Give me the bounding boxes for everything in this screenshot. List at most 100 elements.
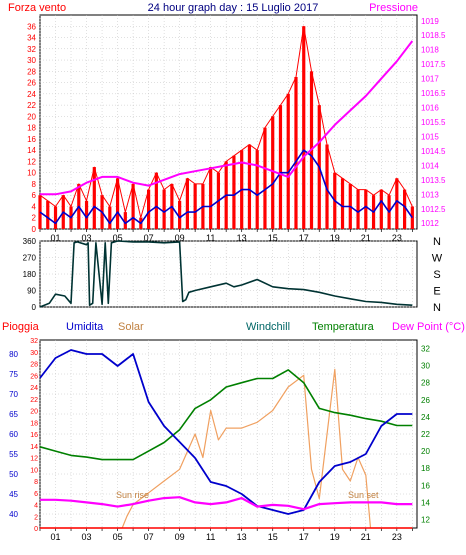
annotation-sunrise: Sun rise (116, 490, 149, 500)
rain-y-tick-label: 14 (30, 444, 38, 451)
pressure-y-tick-label: 1015.5 (421, 118, 446, 127)
pressure-label: Pressione (369, 2, 418, 14)
wind-panel-series (38, 25, 414, 229)
humidity-y-tick-label: 70 (9, 390, 18, 399)
pressure-y-tick-label: 1012.5 (421, 205, 446, 214)
wind-y-tick-label: 10 (27, 169, 36, 178)
wind-y-tick-label: 36 (27, 22, 36, 31)
solar-line (40, 368, 413, 529)
legend-windchill: Windchill (246, 321, 290, 333)
x-tick-label: 23 (392, 532, 402, 542)
rain-y-tick-label: 10 (30, 467, 38, 474)
direction-y-tick-label: 270 (23, 254, 37, 263)
pressure-y-tick-label: 1013 (421, 190, 439, 199)
pressure-y-tick-label: 1018 (421, 46, 439, 55)
humidity-y-tick-label: 60 (9, 430, 18, 439)
x-tick-label: 15 (268, 233, 278, 243)
wind-y-tick-label: 28 (27, 67, 36, 76)
temp-y-tick-label: 20 (421, 447, 430, 456)
rain-y-tick-label: 26 (30, 373, 38, 380)
compass-label: E (433, 286, 440, 298)
pressure-y-tick-label: 1019 (421, 17, 439, 26)
x-tick-label: 23 (392, 233, 402, 243)
wind-y-tick-label: 20 (27, 112, 36, 121)
wind-max-line (39, 25, 413, 219)
wind-y-tick-label: 6 (32, 191, 37, 200)
compass-label: S (433, 269, 440, 281)
wind-y-tick-label: 24 (27, 90, 36, 99)
x-tick-label: 11 (206, 532, 215, 542)
x-tick-label: 21 (361, 532, 371, 542)
humidity-y-tick-label: 75 (9, 370, 18, 379)
direction-line (39, 240, 413, 308)
x-tick-label: 13 (237, 233, 247, 243)
rain-y-tick-label: 18 (30, 420, 38, 427)
humidity-y-tick-label: 45 (9, 490, 18, 499)
pressure-y-tick-label: 1014.5 (421, 147, 446, 156)
pressure-y-tick-label: 1014 (421, 161, 439, 170)
direction-y-tick-label: 180 (23, 270, 37, 279)
annotation-sunset: Sun set (348, 490, 379, 500)
rain-y-tick-label: 12 (30, 456, 38, 463)
x-tick-label: 21 (361, 233, 371, 243)
temp-y-tick-label: 14 (421, 498, 430, 507)
legend-solar: Solar (118, 321, 144, 333)
x-tick-label: 01 (51, 233, 61, 243)
temp-y-tick-label: 32 (421, 345, 430, 354)
wind-force-label: Forza vento (8, 2, 66, 14)
rain-y-tick-label: 2 (34, 514, 38, 521)
temp-y-tick-label: 28 (421, 379, 430, 388)
rain-y-tick-label: 22 (30, 397, 38, 404)
x-tick-label: 03 (82, 532, 92, 542)
rain-y-tick-label: 24 (30, 385, 38, 392)
rain-y-tick-label: 8 (34, 479, 38, 486)
chart-title: 24 hour graph day : 15 Luglio 2017 (148, 2, 319, 14)
direction-y-ticks: 0 90 180 270 360 (23, 237, 37, 312)
temp-y-tick-label: 12 (421, 515, 430, 524)
x-tick-label: 17 (299, 532, 309, 542)
x-tick-label: 01 (51, 532, 61, 542)
dewpoint-line (40, 496, 413, 511)
wind-y-tick-label: 30 (27, 56, 36, 65)
wind-y-tick-label: 14 (27, 146, 36, 155)
humidity-y-tick-label: 55 (9, 450, 18, 459)
x-tick-label: 17 (299, 233, 309, 243)
wind-y-tick-label: 4 (32, 202, 37, 211)
compass-label: N (433, 236, 441, 248)
pressure-line (40, 40, 414, 196)
rain-y-tick-label: 32 (30, 338, 38, 345)
temp-x-ticks: 01 03 05 07 09 11 13 15 17 19 21 23 (39, 528, 413, 542)
pressure-y-tick-label: 1017 (421, 75, 439, 84)
humidity-y-tick-label: 80 (9, 350, 18, 359)
x-tick-label: 09 (175, 532, 185, 542)
temperature-line (39, 369, 413, 461)
legend-humidity: Umidita (66, 321, 104, 333)
x-tick-label: 13 (237, 532, 247, 542)
pressure-y-tick-label: 1013.5 (421, 176, 446, 185)
x-tick-label: 07 (144, 532, 154, 542)
wind-x-ticks: 01 03 05 07 09 11 13 15 17 19 21 23 (39, 229, 413, 243)
temp-y-tick-label: 16 (421, 481, 430, 490)
temp-panel-series (39, 349, 413, 529)
temp-y-tick-label: 26 (421, 396, 430, 405)
wind-y-tick-label: 26 (27, 79, 36, 88)
wind-y-tick-label: 12 (27, 157, 36, 166)
temperature-y-right-ticks: 12 14 16 18 20 22 24 26 28 30 32 (421, 345, 430, 525)
wind-y-tick-label: 34 (27, 34, 36, 43)
x-tick-label: 05 (113, 233, 123, 243)
wind-y-tick-label: 0 (32, 225, 37, 234)
humidity-y-tick-label: 40 (9, 510, 18, 519)
pressure-y-tick-label: 1016.5 (421, 89, 446, 98)
direction-y-tick-label: 360 (23, 237, 37, 246)
wind-y-tick-label: 2 (32, 214, 37, 223)
wind-y-tick-label: 8 (32, 180, 37, 189)
pressure-y-right-ticks: 1012 1012.5 1013 1013.5 1014 1014.5 1015 1015.5… (421, 17, 446, 228)
pressure-y-tick-label: 1017.5 (421, 60, 446, 69)
humidity-y-tick-label: 50 (9, 470, 18, 479)
x-tick-label: 03 (82, 233, 92, 243)
wind-y-tick-label: 16 (27, 135, 36, 144)
